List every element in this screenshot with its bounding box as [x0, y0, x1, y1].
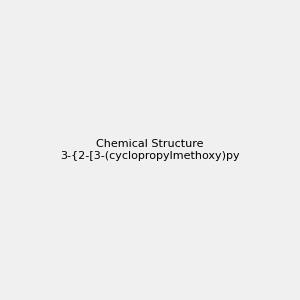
- Text: Chemical Structure
3-{2-[3-(cyclopropylmethoxy)py: Chemical Structure 3-{2-[3-(cyclopropylm…: [60, 139, 240, 161]
